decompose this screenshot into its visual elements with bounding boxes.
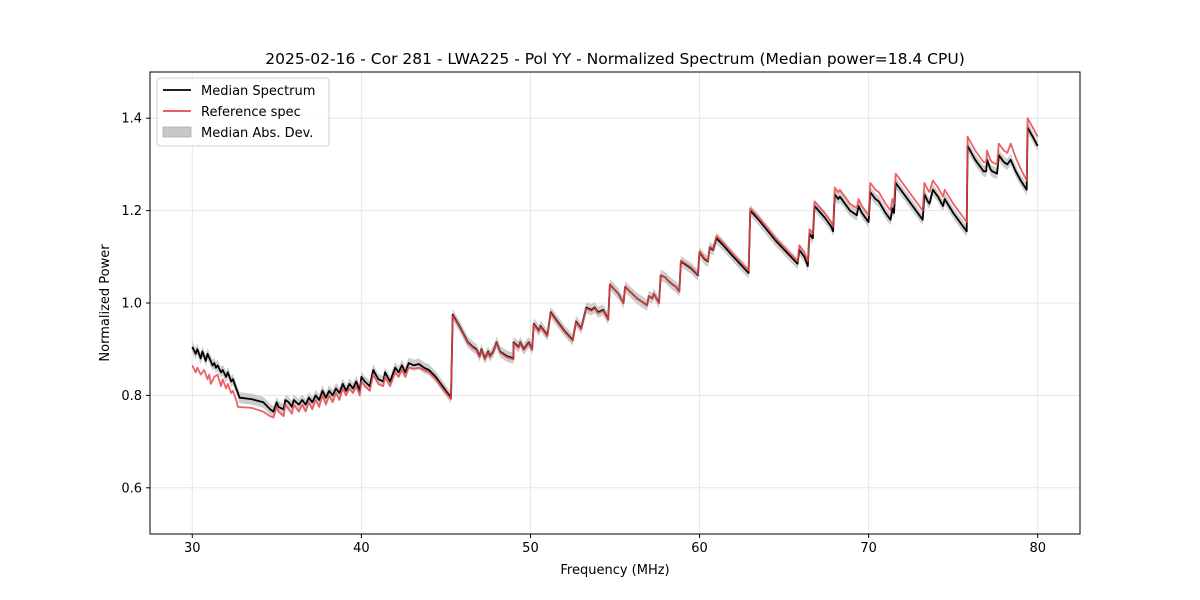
legend-frame	[156, 77, 330, 147]
y-axis-label: Normalized Power	[98, 244, 113, 362]
legend-label-reference: Reference spec	[201, 105, 301, 120]
legend: Median Spectrum Reference spec Median Ab…	[156, 77, 330, 147]
chart-title: 2025-02-16 - Cor 281 - LWA225 - Pol YY -…	[265, 50, 965, 68]
x-tick-label: 80	[1029, 541, 1046, 556]
legend-label-mad: Median Abs. Dev.	[201, 126, 313, 141]
reference-spectrum-line	[191, 117, 1039, 419]
x-tick-label: 30	[184, 541, 201, 556]
x-tick-label: 40	[353, 541, 370, 556]
x-tick-label: 50	[522, 541, 539, 556]
x-axis-label: Frequency (MHz)	[560, 563, 669, 578]
y-tick-label: 1.0	[121, 297, 142, 312]
x-axis-ticks: 30 40 50 60 70 80	[184, 534, 1046, 556]
y-tick-label: 0.6	[121, 481, 142, 496]
legend-swatch-mad	[162, 126, 192, 138]
x-tick-label: 60	[691, 541, 708, 556]
y-tick-label: 0.8	[121, 389, 142, 404]
y-axis-ticks: 0.6 0.8 1.0 1.2 1.4	[121, 112, 150, 496]
legend-label-median: Median Spectrum	[201, 84, 315, 99]
y-tick-label: 1.4	[121, 112, 142, 127]
y-tick-label: 1.2	[121, 204, 142, 219]
series-lines	[191, 117, 1039, 419]
grid	[150, 72, 1080, 534]
x-tick-label: 70	[860, 541, 877, 556]
